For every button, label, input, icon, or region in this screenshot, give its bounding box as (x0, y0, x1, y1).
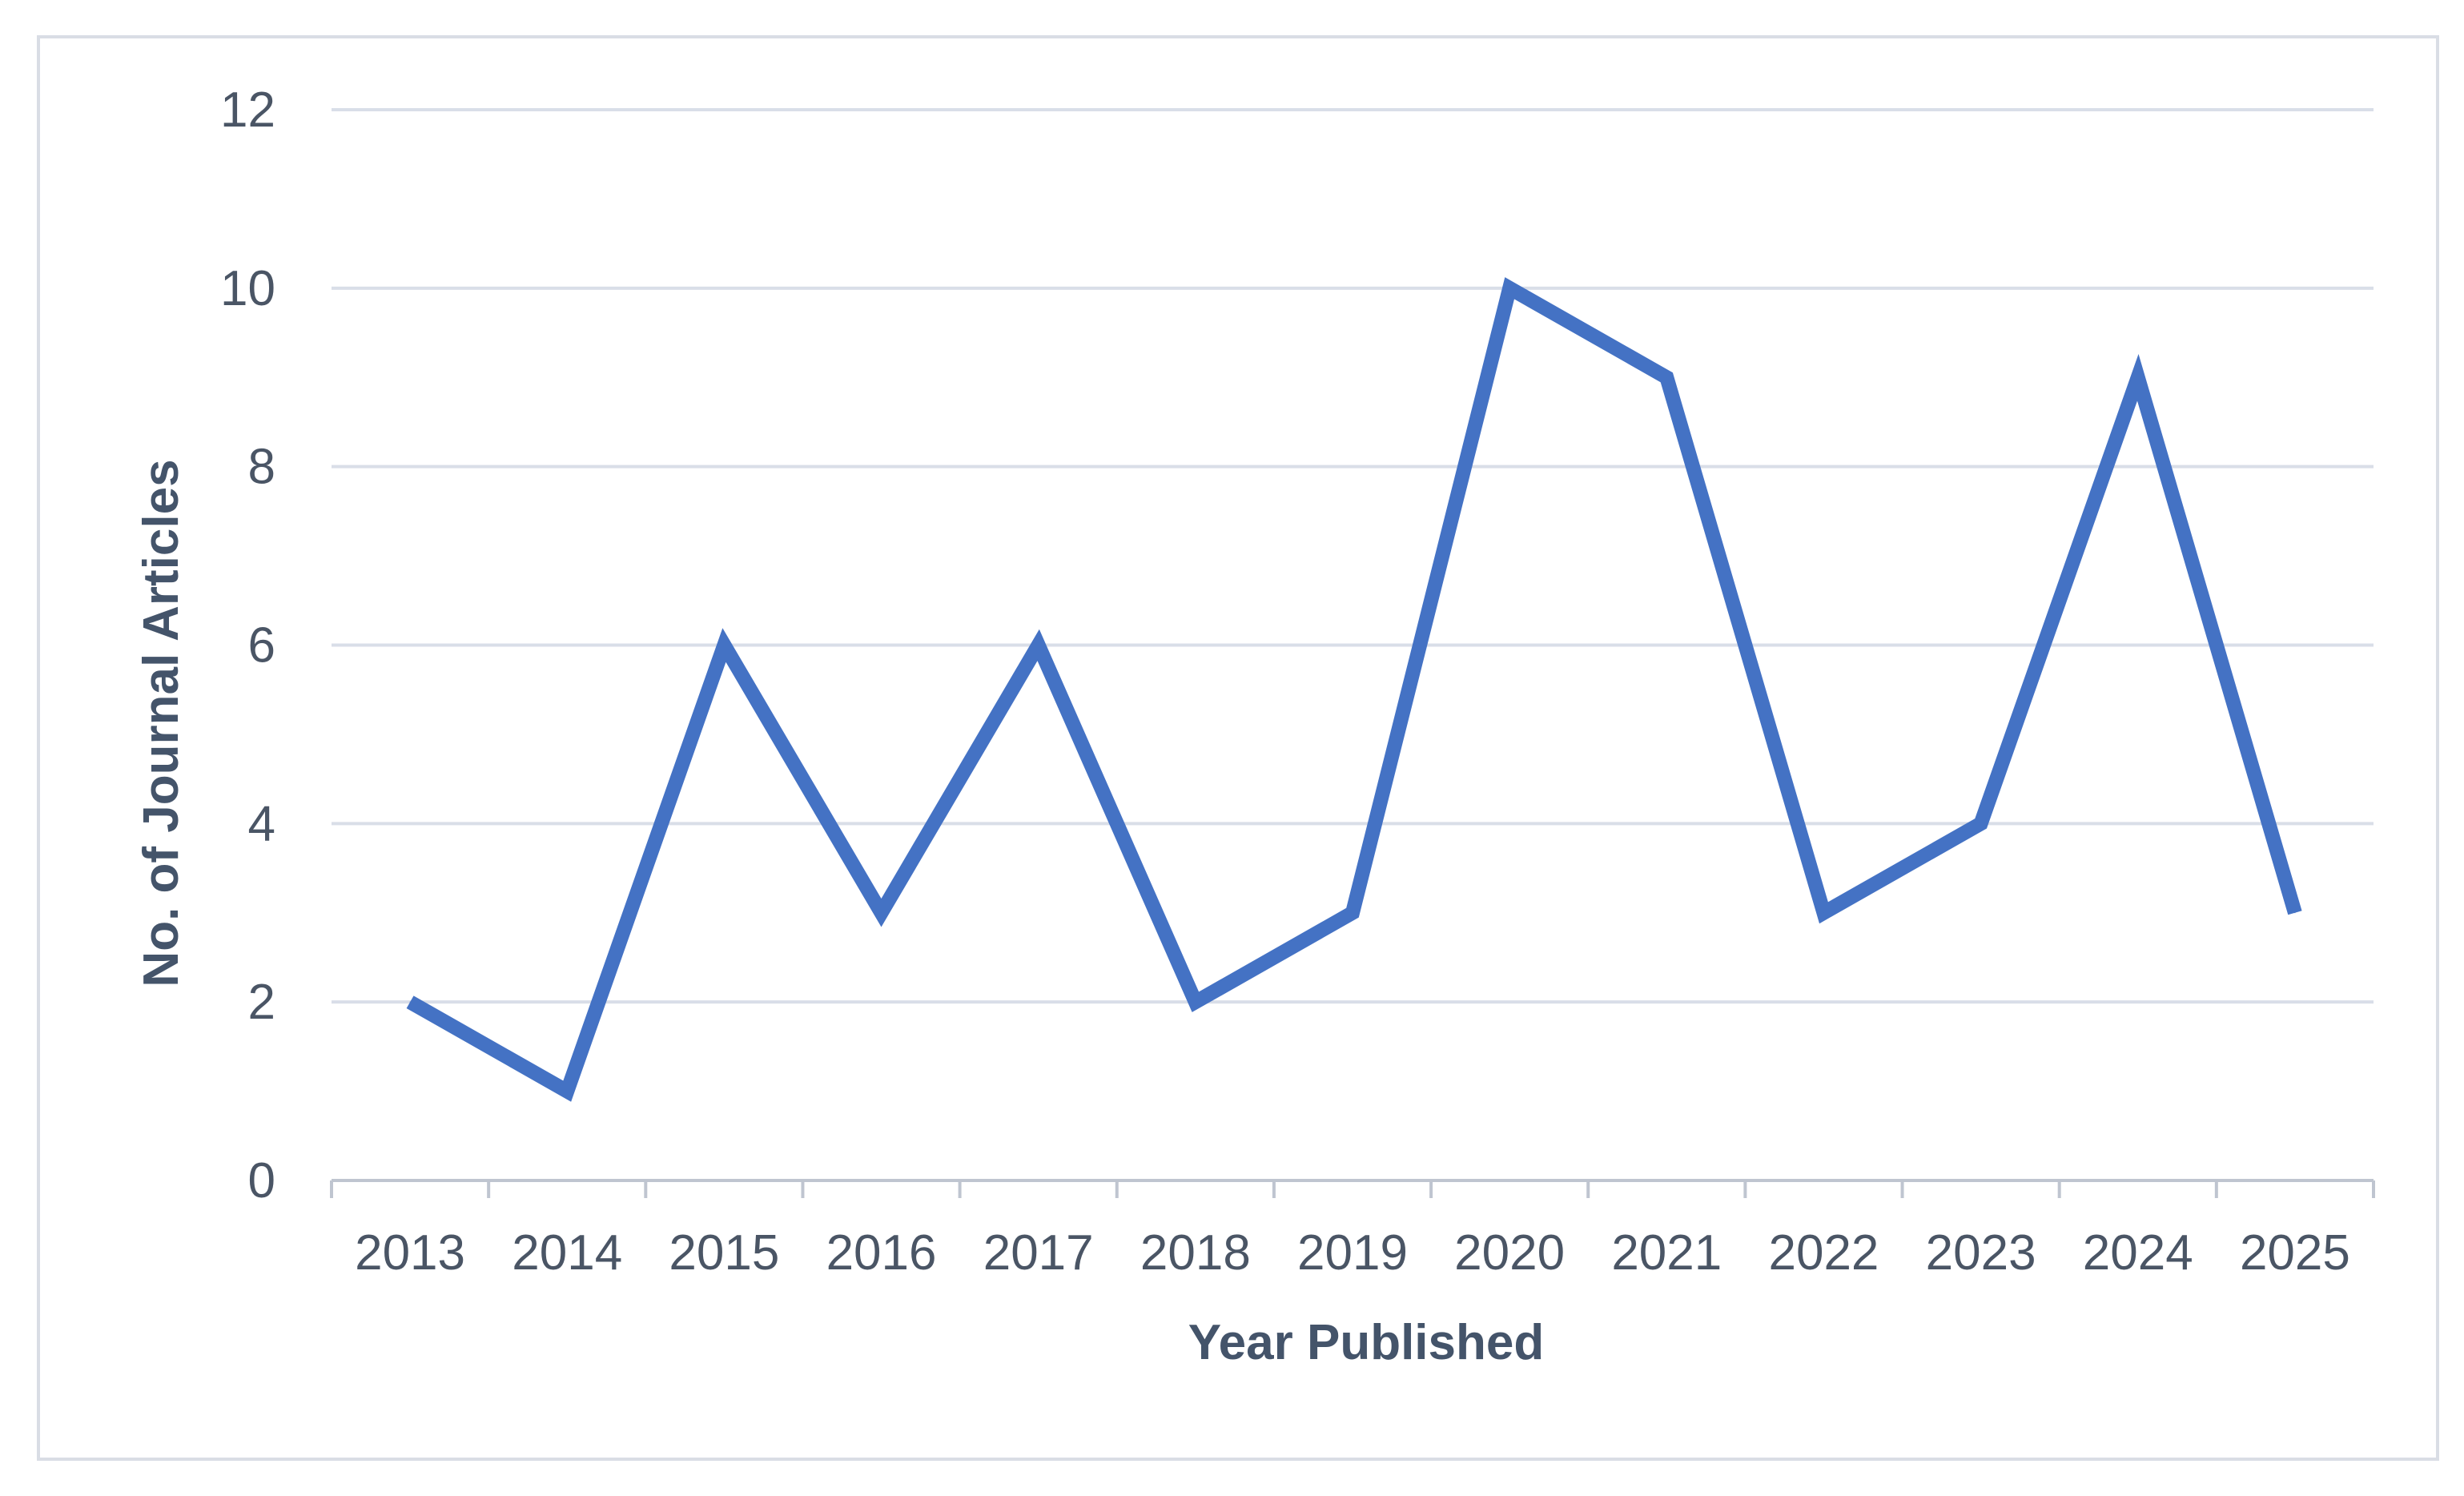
chart-frame (37, 35, 2439, 1461)
x-tick-label: 2018 (1140, 1225, 1251, 1281)
y-tick-label: 2 (248, 975, 275, 1030)
x-tick-label: 2019 (1297, 1225, 1408, 1281)
data-point-2021 (1666, 376, 1667, 378)
x-tick-label: 2021 (1611, 1225, 1722, 1281)
y-tick-label: 6 (248, 618, 275, 674)
x-tick-label: 2023 (1926, 1225, 2036, 1281)
data-point-2016 (881, 912, 882, 914)
series-line-0 (406, 277, 2302, 1102)
x-tick-label: 2015 (669, 1225, 779, 1281)
y-tick-label: 4 (248, 796, 275, 851)
series-layer (406, 277, 2302, 1102)
data-point-2018 (1195, 1001, 1196, 1003)
data-point-2025 (2294, 912, 2296, 914)
x-tick-label: 2024 (2083, 1225, 2193, 1281)
x-tick-label: 2020 (1454, 1225, 1565, 1281)
y-tick-label: 0 (248, 1153, 275, 1208)
data-point-2014 (566, 1091, 568, 1092)
x-tick-label: 2014 (512, 1225, 622, 1281)
x-tick-label: 2025 (2240, 1225, 2350, 1281)
y-tick-label: 10 (220, 261, 275, 316)
x-tick-label: 2016 (826, 1225, 937, 1281)
y-tick-label: 8 (248, 440, 275, 495)
gridlines (332, 108, 2374, 1004)
y-tick-label: 12 (220, 82, 275, 138)
data-point-2024 (2137, 376, 2139, 378)
x-tick-labels: 2013 2014 2015 2016 2017 2018 2019 2020 2021 2022… (355, 1225, 2350, 1281)
y-axis: 0 2 4 6 8 10 12 (220, 82, 275, 1208)
x-tick-label: 2013 (355, 1225, 465, 1281)
data-point-2023 (1980, 822, 1982, 824)
data-point-2013 (409, 1001, 411, 1003)
x-axis (330, 1179, 2375, 1198)
y-axis-title: No. of Journal Articles (134, 459, 189, 987)
x-tick-label: 2022 (1768, 1225, 1879, 1281)
data-point-2022 (1823, 912, 1824, 914)
x-axis-title: Year Published (1188, 1315, 1545, 1370)
x-tick-label: 2017 (983, 1225, 1094, 1281)
